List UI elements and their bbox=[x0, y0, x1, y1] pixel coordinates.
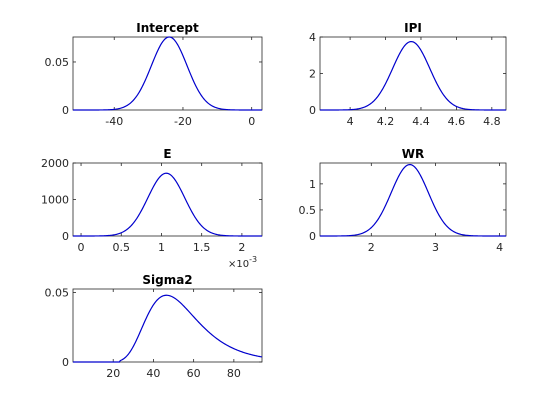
x-tick-label: 0 bbox=[78, 241, 85, 254]
y-tick-label: 0 bbox=[62, 230, 69, 243]
y-tick-label: 2 bbox=[309, 68, 316, 81]
density-curve bbox=[73, 294, 263, 363]
y-tick-label: 1 bbox=[309, 178, 316, 191]
y-tick-label: 4 bbox=[309, 31, 316, 44]
x-tick-label: 3 bbox=[432, 241, 439, 254]
x-tick-label: -40 bbox=[105, 115, 123, 128]
density-curve bbox=[320, 163, 506, 237]
x-exponent-label: ×10-3 bbox=[228, 255, 257, 270]
y-tick-label: 2000 bbox=[41, 157, 69, 170]
density-curve bbox=[320, 40, 506, 111]
x-tick-label: 0 bbox=[248, 115, 255, 128]
subplot-title: E bbox=[163, 147, 171, 161]
subplot-title: WR bbox=[402, 147, 424, 161]
subplot-sigma2: Sigma2 20 40 60 80 0 0.05 bbox=[45, 273, 263, 380]
subplot-intercept: Intercept -40 -20 0 0 0.05 bbox=[45, 21, 263, 128]
x-tick-label: 4 bbox=[347, 115, 354, 128]
axes-box bbox=[319, 36, 507, 111]
density-curve bbox=[73, 36, 262, 111]
x-tick-label: 4 bbox=[496, 241, 503, 254]
y-tick-label: 0 bbox=[309, 104, 316, 117]
y-tick-label: 0.05 bbox=[45, 56, 70, 69]
x-tick-label: 2 bbox=[238, 241, 245, 254]
axes-box bbox=[72, 288, 263, 363]
axes-box bbox=[319, 162, 507, 237]
x-tick-label: 4.2 bbox=[377, 115, 395, 128]
subplot-ipi: IPI 4 4.2 4.4 4.6 4.8 0 2 4 bbox=[309, 21, 507, 128]
x-tick-label: 20 bbox=[106, 367, 120, 380]
y-tick-label: 0 bbox=[309, 230, 316, 243]
x-tick-label: 4.8 bbox=[483, 115, 501, 128]
x-tick-label: 4.4 bbox=[412, 115, 430, 128]
subplot-title: Sigma2 bbox=[142, 273, 192, 287]
x-tick-label: -20 bbox=[174, 115, 192, 128]
x-tick-label: 80 bbox=[227, 367, 241, 380]
subplot-title: Intercept bbox=[136, 21, 199, 35]
x-tick-label: 40 bbox=[146, 367, 160, 380]
subplot-title: IPI bbox=[404, 21, 422, 35]
density-curve bbox=[73, 172, 262, 237]
x-tick-label: 4.6 bbox=[448, 115, 466, 128]
axes-box bbox=[72, 36, 263, 111]
subplot-e: E 0 0.5 1 1.5 2 0 1000 2000 ×10-3 bbox=[41, 147, 263, 270]
x-tick-label: 60 bbox=[187, 367, 201, 380]
y-tick-label: 0 bbox=[62, 104, 69, 117]
subplot-wr: WR 2 3 4 0 0.5 1 bbox=[299, 147, 507, 254]
y-tick-label: 0 bbox=[62, 356, 69, 369]
y-tick-label: 1000 bbox=[41, 194, 69, 207]
x-tick-label: 2 bbox=[368, 241, 375, 254]
x-tick-label: 1 bbox=[158, 241, 165, 254]
y-tick-label: 0.05 bbox=[45, 286, 70, 299]
x-tick-label: 0.5 bbox=[113, 241, 131, 254]
x-tick-label: 1.5 bbox=[193, 241, 211, 254]
y-tick-label: 0.5 bbox=[299, 204, 317, 217]
